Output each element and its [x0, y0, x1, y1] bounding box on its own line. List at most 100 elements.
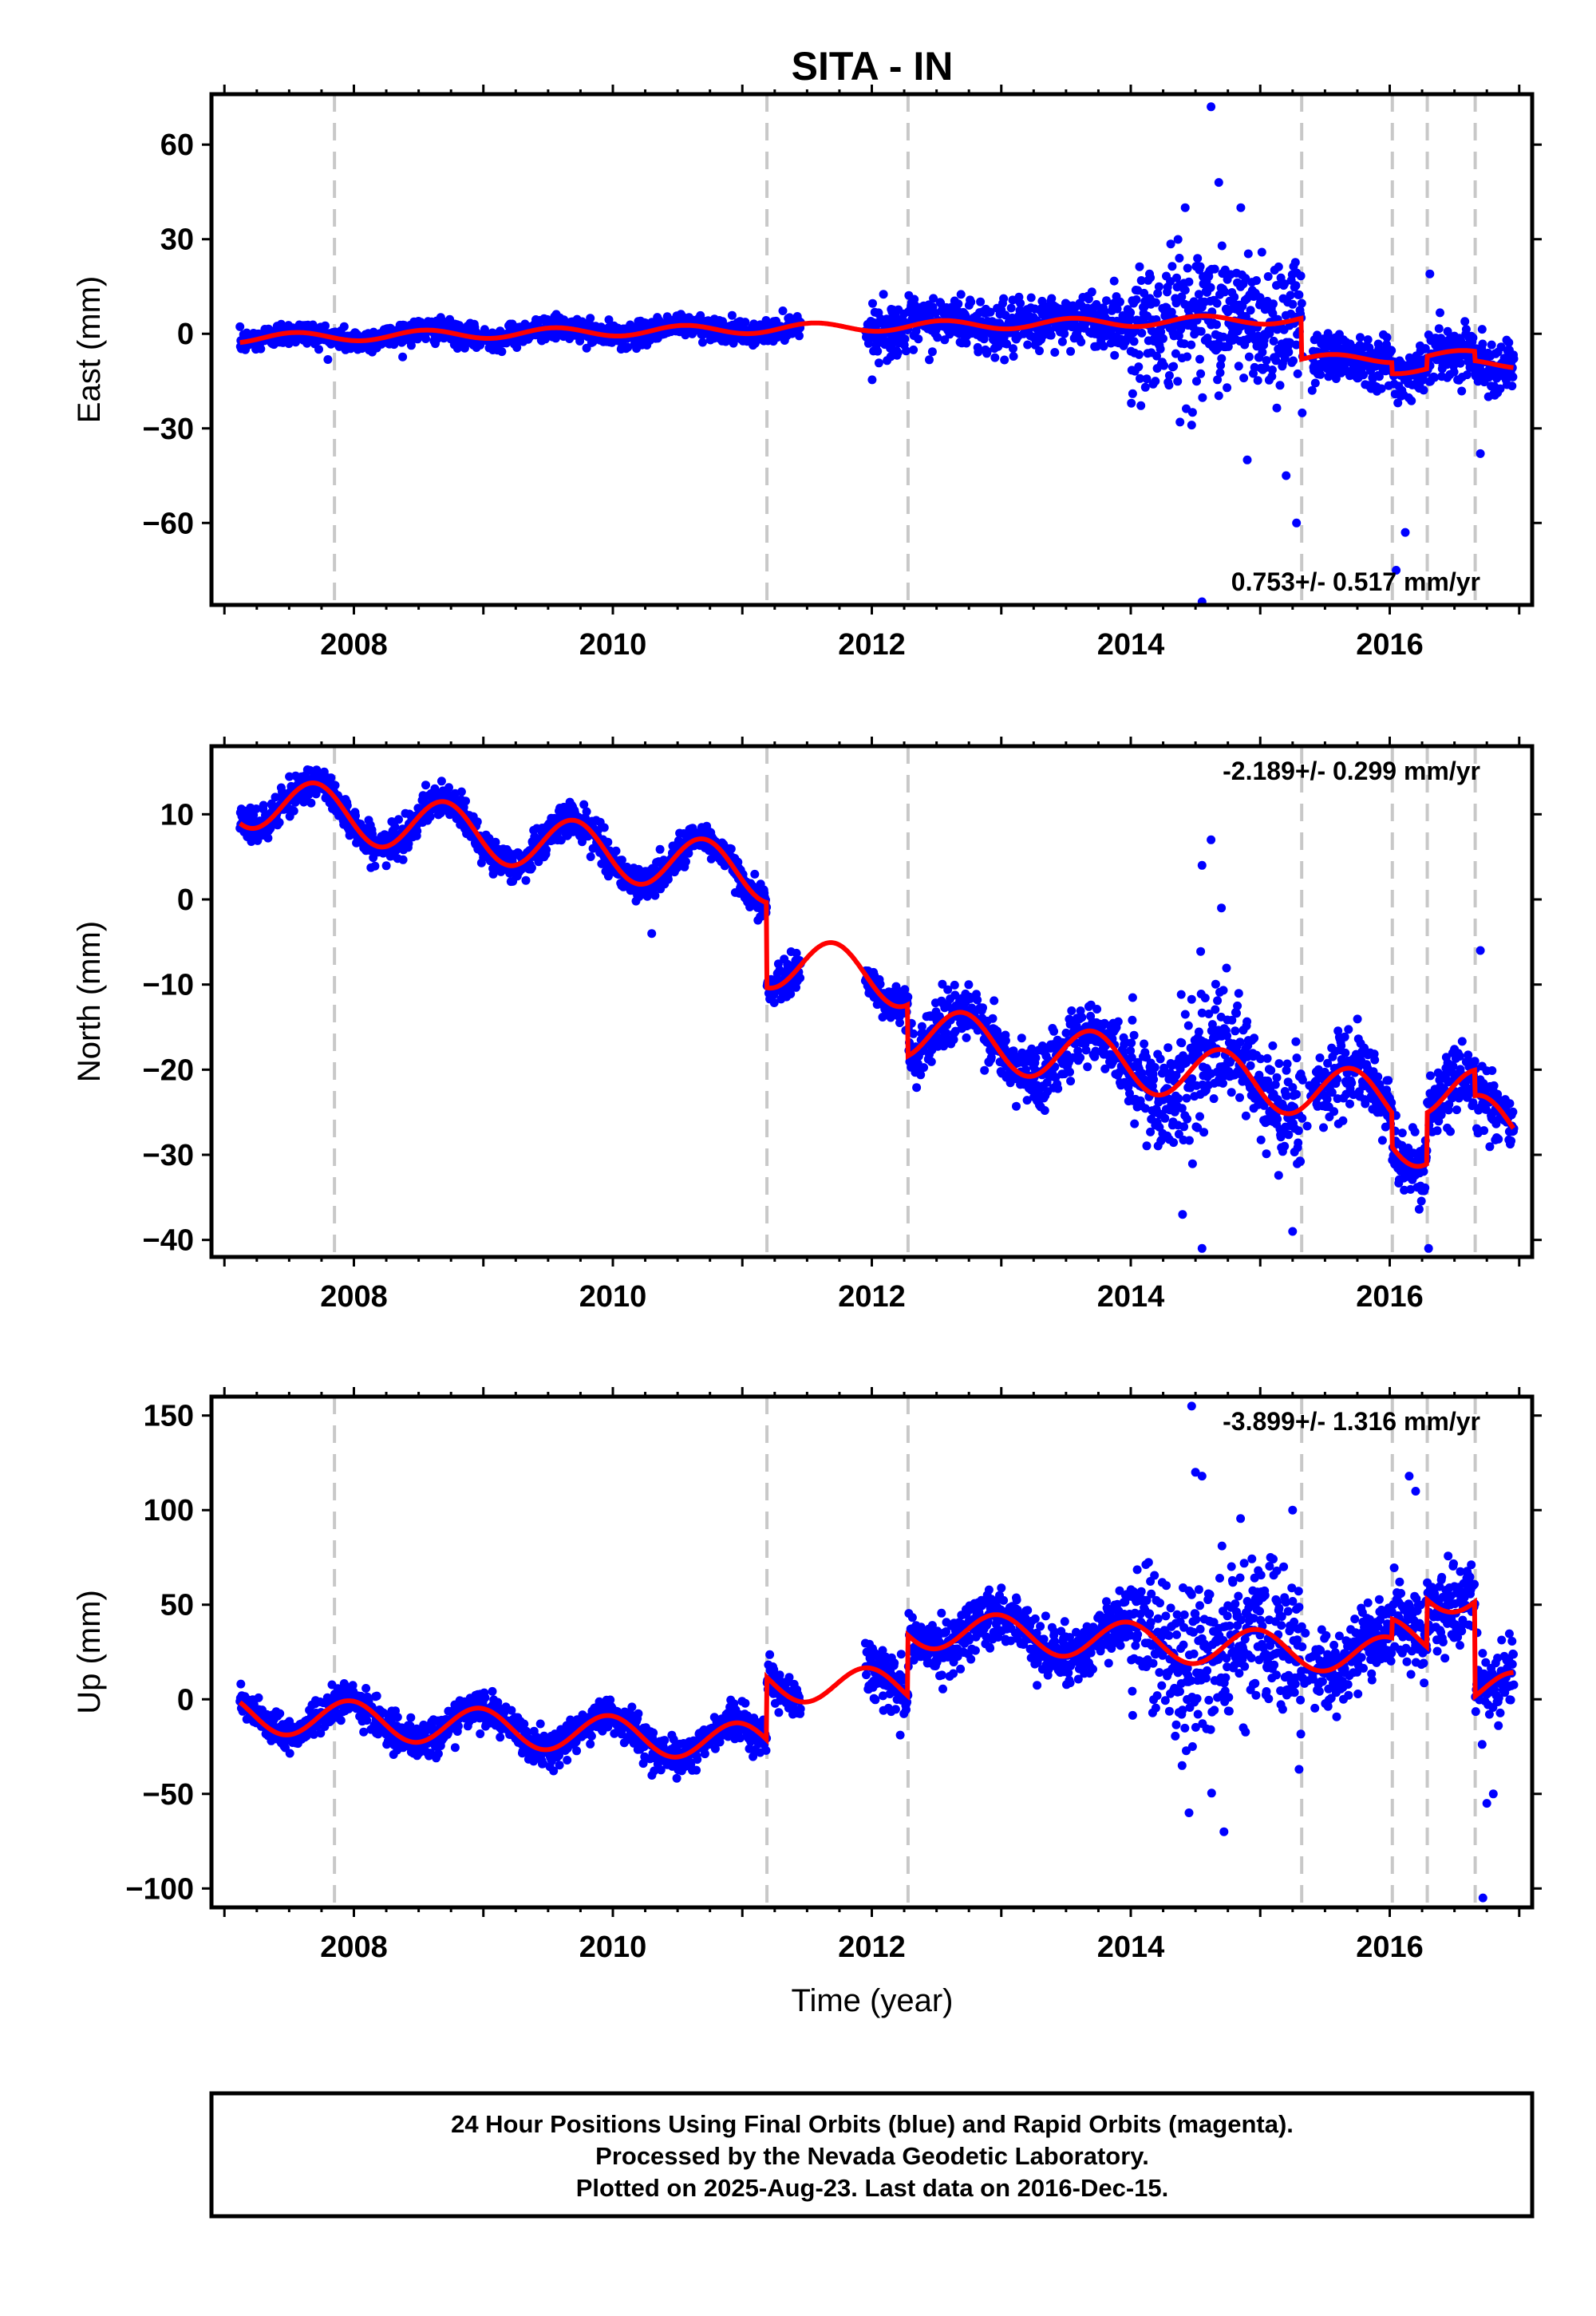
north-panel: 2008 2010 2012 2014 2016−40−30−20−10010North…: [72, 737, 1542, 1314]
data-point: [306, 798, 316, 808]
data-point: [909, 1029, 918, 1038]
data-point: [1214, 391, 1223, 401]
data-point: [933, 333, 942, 342]
data-point: [1212, 298, 1222, 308]
figure-title: SITA - IN: [792, 44, 954, 89]
data-point: [1180, 1010, 1190, 1019]
data-point: [1298, 1113, 1307, 1123]
data-point: [1425, 269, 1435, 279]
data-point: [1136, 276, 1146, 285]
data-point: [681, 857, 690, 867]
data-point: [1250, 362, 1259, 372]
data-point: [1183, 1021, 1193, 1030]
data-point: [978, 1003, 987, 1013]
data-point: [655, 844, 665, 854]
data-point: [926, 1057, 936, 1066]
data-point: [1449, 367, 1459, 377]
data-point: [1280, 1141, 1290, 1151]
data-point: [1212, 320, 1221, 330]
data-point: [1179, 1122, 1189, 1132]
data-point: [1232, 1009, 1241, 1018]
data-point: [1292, 518, 1302, 528]
data-point: [1194, 290, 1203, 299]
data-point: [1001, 1036, 1010, 1045]
y-tick-label: −30: [143, 413, 194, 446]
data-point: [321, 321, 330, 330]
data-point: [873, 346, 883, 356]
data-point: [1142, 374, 1152, 384]
data-point: [1487, 340, 1496, 350]
data-point: [1195, 262, 1205, 271]
data-point: [1457, 386, 1467, 396]
data-point: [1172, 273, 1181, 283]
data-point: [1142, 1141, 1152, 1151]
data-point: [1242, 455, 1252, 464]
data-point: [950, 980, 959, 990]
data-point: [1196, 369, 1206, 378]
data-point: [398, 855, 408, 864]
data-point: [1076, 1053, 1085, 1062]
data-point: [1110, 350, 1120, 360]
data-point: [413, 826, 422, 836]
data-point: [1219, 332, 1228, 342]
data-point: [1183, 352, 1192, 362]
data-point: [1140, 1039, 1149, 1049]
data-point: [909, 345, 918, 354]
data-point: [1167, 307, 1176, 317]
data-point: [582, 807, 591, 816]
data-point: [1294, 1126, 1303, 1136]
data-point: [1184, 1136, 1194, 1145]
data-point: [611, 846, 621, 856]
data-point: [1175, 254, 1184, 263]
y-axis-label: East (mm): [72, 276, 107, 423]
data-point: [1087, 287, 1096, 297]
data-point: [1154, 282, 1163, 291]
data-point: [1504, 338, 1514, 347]
y-tick-label: 30: [160, 223, 194, 257]
data-point: [1187, 1159, 1197, 1168]
data-point: [1151, 298, 1160, 307]
data-point: [1273, 1114, 1282, 1124]
data-point: [1180, 203, 1190, 212]
data-point: [1209, 1094, 1219, 1104]
data-point: [1243, 249, 1253, 259]
data-point: [982, 346, 992, 356]
data-point: [1035, 346, 1044, 356]
data-point: [1267, 372, 1277, 381]
data-point: [1127, 398, 1136, 408]
data-point: [900, 334, 910, 344]
data-point: [1196, 947, 1206, 956]
data-point: [1200, 994, 1210, 1002]
data-point: [1177, 1038, 1187, 1048]
data-point: [1387, 346, 1396, 355]
y-tick-label: 0: [177, 318, 194, 351]
data-point: [1175, 417, 1185, 427]
data-point: [867, 375, 877, 385]
data-point: [461, 796, 470, 806]
x-tick-label: 2008: [320, 628, 388, 662]
data-point: [1000, 355, 1009, 365]
data-point: [964, 980, 974, 990]
x-tick-label: 2014: [1097, 628, 1165, 662]
data-point: [1187, 408, 1197, 417]
data-point: [1066, 346, 1076, 356]
data-point: [1274, 1059, 1284, 1069]
data-point: [1195, 1112, 1204, 1121]
data-point: [902, 346, 911, 356]
data-point: [1092, 1005, 1102, 1014]
data-point: [381, 861, 391, 871]
data-point: [903, 992, 913, 1002]
data-point: [1031, 1053, 1041, 1063]
data-point: [1192, 377, 1201, 386]
data-point: [1164, 371, 1174, 380]
data-point: [986, 307, 995, 317]
data-point: [1220, 287, 1230, 297]
data-point: [1256, 1135, 1266, 1144]
data-point: [1163, 1043, 1173, 1053]
data-point: [1231, 1026, 1240, 1036]
data-point: [927, 347, 937, 357]
data-point: [1012, 1101, 1021, 1111]
data-point: [1257, 247, 1266, 257]
data-point: [1250, 1034, 1259, 1043]
data-point: [1109, 276, 1119, 286]
